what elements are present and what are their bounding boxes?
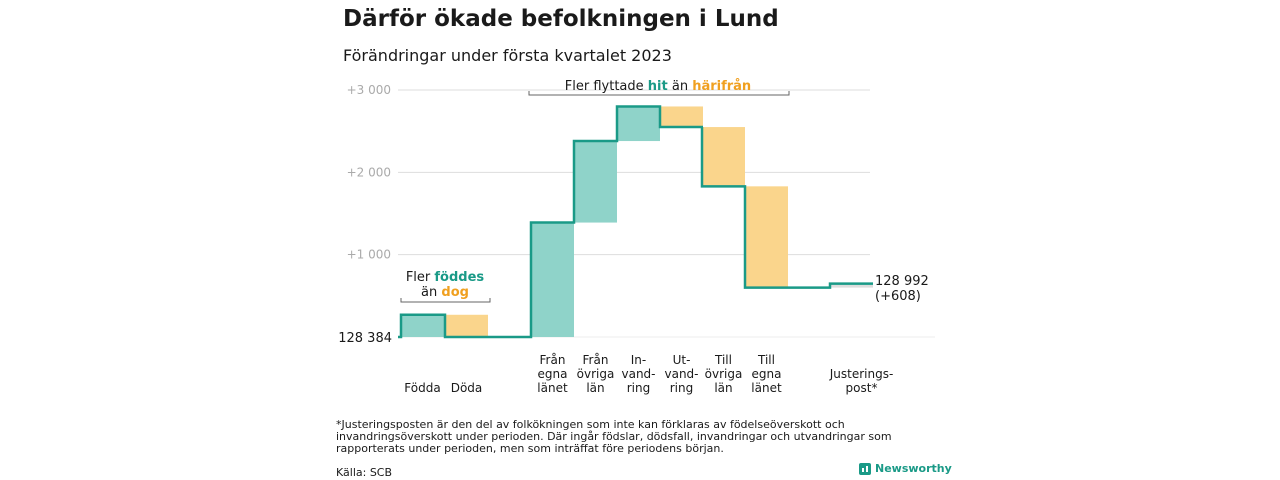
bar [401,314,444,337]
y-tick-label: +1 000 [347,248,391,262]
x-tick-label: vand- [664,367,698,381]
x-tick-label: län [586,381,604,395]
y-tick-label: +3 000 [347,83,391,97]
bar-chart-icon [859,462,871,475]
bar [702,127,745,187]
step-line [398,105,873,339]
x-tick-label: länet [537,381,568,395]
bars [401,106,873,337]
chart-title: Därför ökade befolkningen i Lund [343,6,779,32]
x-tick-label: övriga [705,367,743,381]
x-tick-label: län [714,381,732,395]
x-tick-label: In- [631,353,646,367]
migration-annotation: Fler flyttade hit än härifrån [565,79,751,94]
x-tick-label: post* [846,381,878,395]
bar [660,106,703,128]
bar [745,186,788,288]
x-tick-label: Justerings- [829,367,894,381]
x-tick-label: Från [583,353,609,367]
births-bracket [400,298,491,303]
bar [531,222,574,337]
x-tick-label: ring [627,381,651,395]
x-tick-label: Till [714,353,732,367]
bar [445,314,488,337]
brand-logo: Newsworthy [859,462,952,475]
x-tick-label: egna [752,367,782,381]
x-tick-label: egna [538,367,568,381]
source-note: Källa: SCB [336,466,393,479]
x-tick-label: Födda [404,381,440,395]
x-tick-label: Döda [451,381,483,395]
bar [574,141,617,223]
x-tick-label: Ut- [673,353,691,367]
brand-name: Newsworthy [875,462,952,475]
cumulative-line [398,105,873,339]
x-tick-label: vand- [621,367,655,381]
bar [617,106,660,142]
end-value-label: (+608) [875,289,921,304]
x-tick-label: övriga [577,367,615,381]
footnote: *Justeringsposten är den del av folkökni… [336,418,892,455]
x-tick-label: länet [751,381,782,395]
x-tick-label: ring [670,381,694,395]
x-tick-labels: Födda DödaFrånegnalänetFrånövrigalänIn-va… [404,353,893,395]
x-tick-label: Till [757,353,775,367]
end-value-label: 128 992 [875,274,929,289]
bar [830,283,873,288]
migration-bracket [528,91,790,96]
base-value-label: 128 384 [338,331,392,346]
births-annotation-line1: Fler föddes [406,270,485,285]
births-annotation-line2: än dog [421,285,469,300]
y-tick-label: +2 000 [347,165,391,179]
chart-subtitle: Förändringar under första kvartalet 2023 [343,46,672,65]
x-tick-label: Från [540,353,566,367]
y-tick-labels: +3 000 +2 000 +1 000 [347,83,391,262]
